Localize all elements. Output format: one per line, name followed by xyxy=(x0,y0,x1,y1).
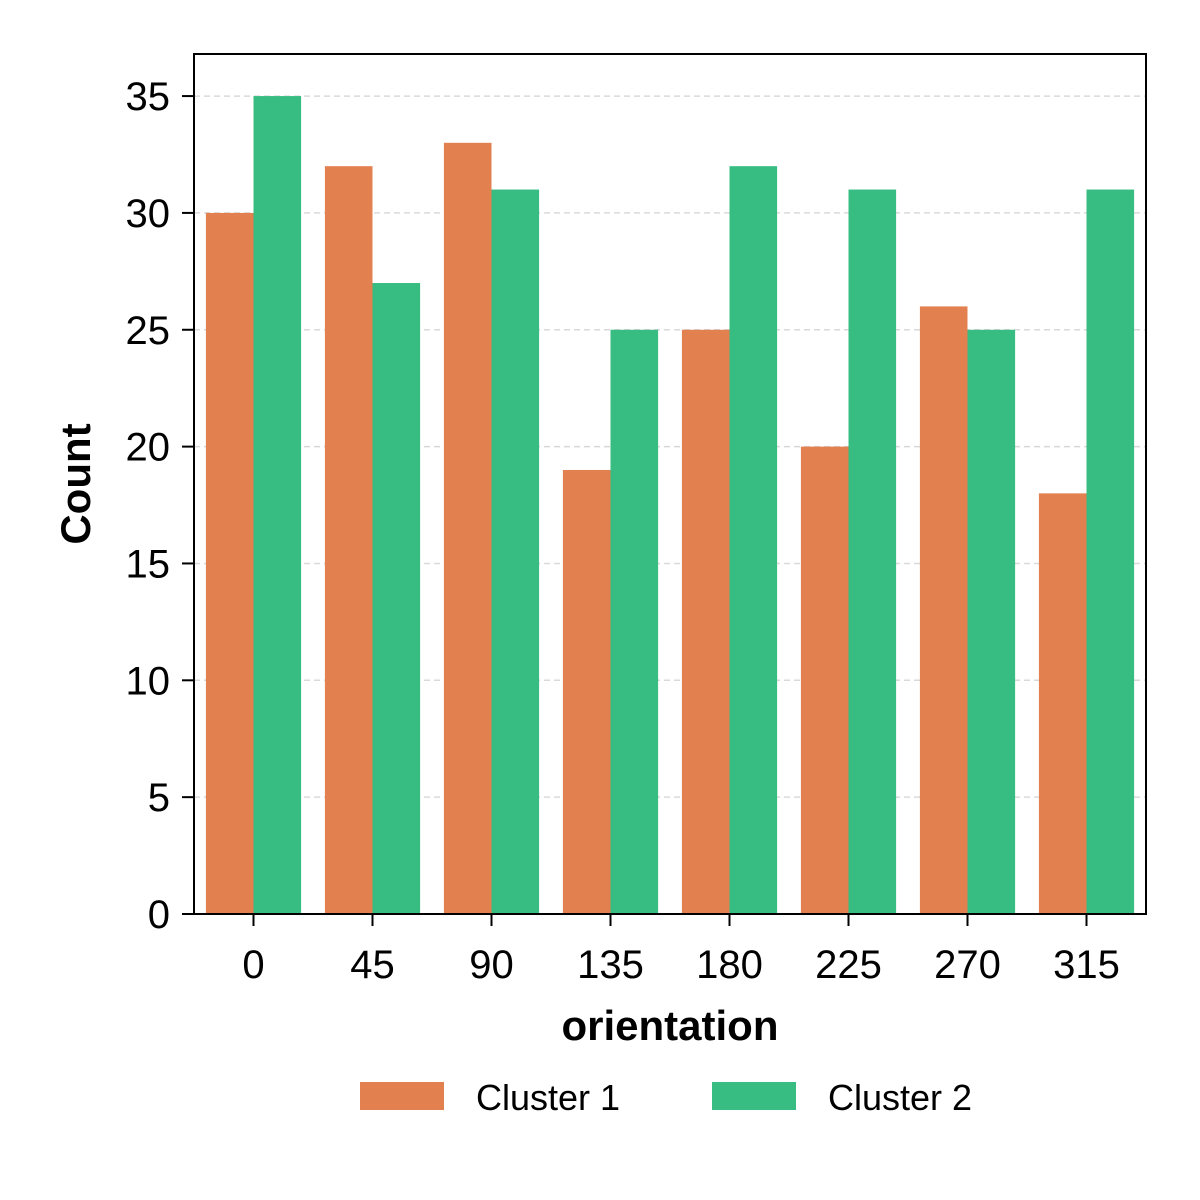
x-tick-label: 180 xyxy=(696,943,763,987)
x-tick-label: 45 xyxy=(350,943,395,987)
bars xyxy=(205,96,1135,915)
x-tick-label: 0 xyxy=(242,943,264,987)
bar-cluster-2-135 xyxy=(610,329,659,914)
x-tick-label: 90 xyxy=(469,943,514,987)
bar-cluster-1-0 xyxy=(205,212,254,915)
legend-swatch xyxy=(712,1082,796,1110)
y-axis-title: Count xyxy=(52,423,99,544)
bar-cluster-1-90 xyxy=(443,142,492,915)
y-axis: 0 5 10 15 20 25 30 35 xyxy=(126,75,194,937)
y-tick-label: 0 xyxy=(148,893,170,937)
y-tick-label: 15 xyxy=(126,542,171,586)
bar-cluster-1-180 xyxy=(681,329,730,914)
x-tick-label: 225 xyxy=(815,943,882,987)
bar-cluster-2-270 xyxy=(967,329,1016,914)
x-tick-label: 270 xyxy=(934,943,1001,987)
x-axis: 0 45 90 135 180 225 270 315 xyxy=(242,914,1120,987)
bar-cluster-2-315 xyxy=(1086,189,1135,915)
bar-cluster-1-45 xyxy=(324,166,373,914)
y-tick-label: 20 xyxy=(126,426,171,470)
bar-cluster-2-225 xyxy=(848,189,897,915)
bar-cluster-1-315 xyxy=(1038,493,1087,914)
y-tick-label: 30 xyxy=(126,192,171,236)
legend-label: Cluster 2 xyxy=(828,1077,972,1118)
bar-cluster-2-180 xyxy=(729,166,778,914)
bar-cluster-1-135 xyxy=(562,469,611,914)
y-tick-label: 35 xyxy=(126,75,171,119)
x-tick-label: 135 xyxy=(577,943,644,987)
bar-cluster-1-225 xyxy=(800,446,849,914)
legend: Cluster 1 Cluster 2 xyxy=(360,1077,972,1118)
bar-cluster-2-0 xyxy=(253,96,302,915)
bar-cluster-1-270 xyxy=(919,306,968,914)
legend-label: Cluster 1 xyxy=(476,1077,620,1118)
legend-swatch xyxy=(360,1082,444,1110)
y-tick-label: 10 xyxy=(126,659,171,703)
bar-cluster-2-90 xyxy=(491,189,540,915)
y-tick-label: 25 xyxy=(126,309,171,353)
bar-cluster-2-45 xyxy=(372,283,421,914)
x-tick-label: 315 xyxy=(1053,943,1120,987)
y-tick-label: 5 xyxy=(148,776,170,820)
plot-frame xyxy=(193,53,1147,915)
x-axis-title: orientation xyxy=(562,1002,779,1049)
